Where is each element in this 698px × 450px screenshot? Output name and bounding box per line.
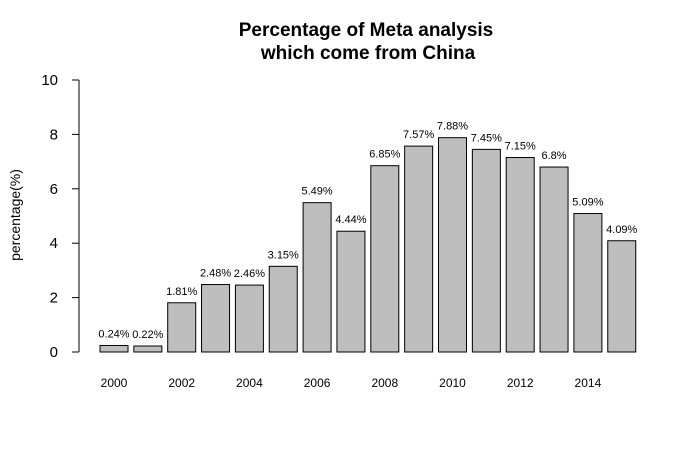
- data-label-2002: 1.81%: [166, 286, 197, 298]
- y-tick-label: 0: [50, 344, 58, 361]
- y-tick-label: 8: [50, 126, 58, 143]
- data-label-2000: 0.24%: [98, 328, 129, 340]
- data-label-2008: 6.85%: [369, 149, 400, 161]
- y-axis: 0 2 4 6 8 10: [41, 72, 80, 361]
- x-tick-label-2000: 2000: [101, 376, 128, 390]
- bar-2015: [607, 240, 637, 353]
- data-label-2007: 4.44%: [335, 214, 366, 226]
- x-tick-label-2012: 2012: [507, 376, 534, 390]
- x-tick-label-2004: 2004: [236, 376, 263, 390]
- data-label-2009: 7.57%: [403, 129, 434, 141]
- bar-2000: [99, 344, 129, 353]
- x-tick-label-2008: 2008: [371, 376, 398, 390]
- x-tick-labels: 2000 2002 2004 2006 2008 2010 2012 2014: [101, 376, 602, 390]
- data-label-2005: 3.15%: [268, 249, 299, 261]
- data-label-2006: 5.49%: [301, 186, 332, 198]
- data-label-2012: 7.15%: [505, 141, 536, 153]
- y-tick-label: 4: [50, 235, 58, 252]
- bar-2012: [505, 157, 535, 353]
- bar-2013: [539, 166, 569, 353]
- data-label-2003: 2.48%: [200, 268, 231, 280]
- bar-2002: [167, 302, 197, 353]
- bar-2006: [302, 202, 332, 353]
- bar-2004: [234, 284, 264, 353]
- data-label-2015: 4.09%: [606, 224, 637, 236]
- bar-2003: [201, 284, 231, 353]
- x-tick-label-2002: 2002: [168, 376, 195, 390]
- data-label-2004: 2.46%: [234, 268, 265, 280]
- y-tick-label: 2: [50, 290, 58, 307]
- bar-2005: [268, 265, 298, 353]
- y-tick-label: 6: [50, 181, 58, 198]
- x-tick-label-2014: 2014: [575, 376, 602, 390]
- data-label-2014: 5.09%: [572, 197, 603, 209]
- bar-2011: [471, 148, 501, 353]
- data-label-2013: 6.8%: [542, 150, 567, 162]
- bar-2001: [133, 345, 163, 353]
- chart-title-line-1: Percentage of Meta analysis: [239, 20, 494, 41]
- bar-2010: [438, 137, 467, 353]
- y-axis-label: percentage(%): [7, 169, 23, 261]
- data-label-2011: 7.45%: [471, 132, 502, 144]
- bar-2014: [573, 213, 603, 353]
- chart-title-line-2: which come from China: [260, 43, 476, 64]
- x-tick-label-2006: 2006: [304, 376, 331, 390]
- data-label-2001: 0.22%: [132, 329, 163, 341]
- x-tick-label-2010: 2010: [439, 376, 466, 390]
- data-labels: 0.24% 0.22% 1.81%2.48% 2.46%3.15% 5.49% 4.44%…: [98, 121, 637, 341]
- bar-2009: [404, 145, 434, 353]
- bar-2007: [336, 230, 366, 353]
- bars: [99, 137, 637, 353]
- data-label-2010: 7.88%: [437, 121, 468, 133]
- y-tick-label: 10: [41, 72, 58, 89]
- bar-2008: [370, 165, 400, 353]
